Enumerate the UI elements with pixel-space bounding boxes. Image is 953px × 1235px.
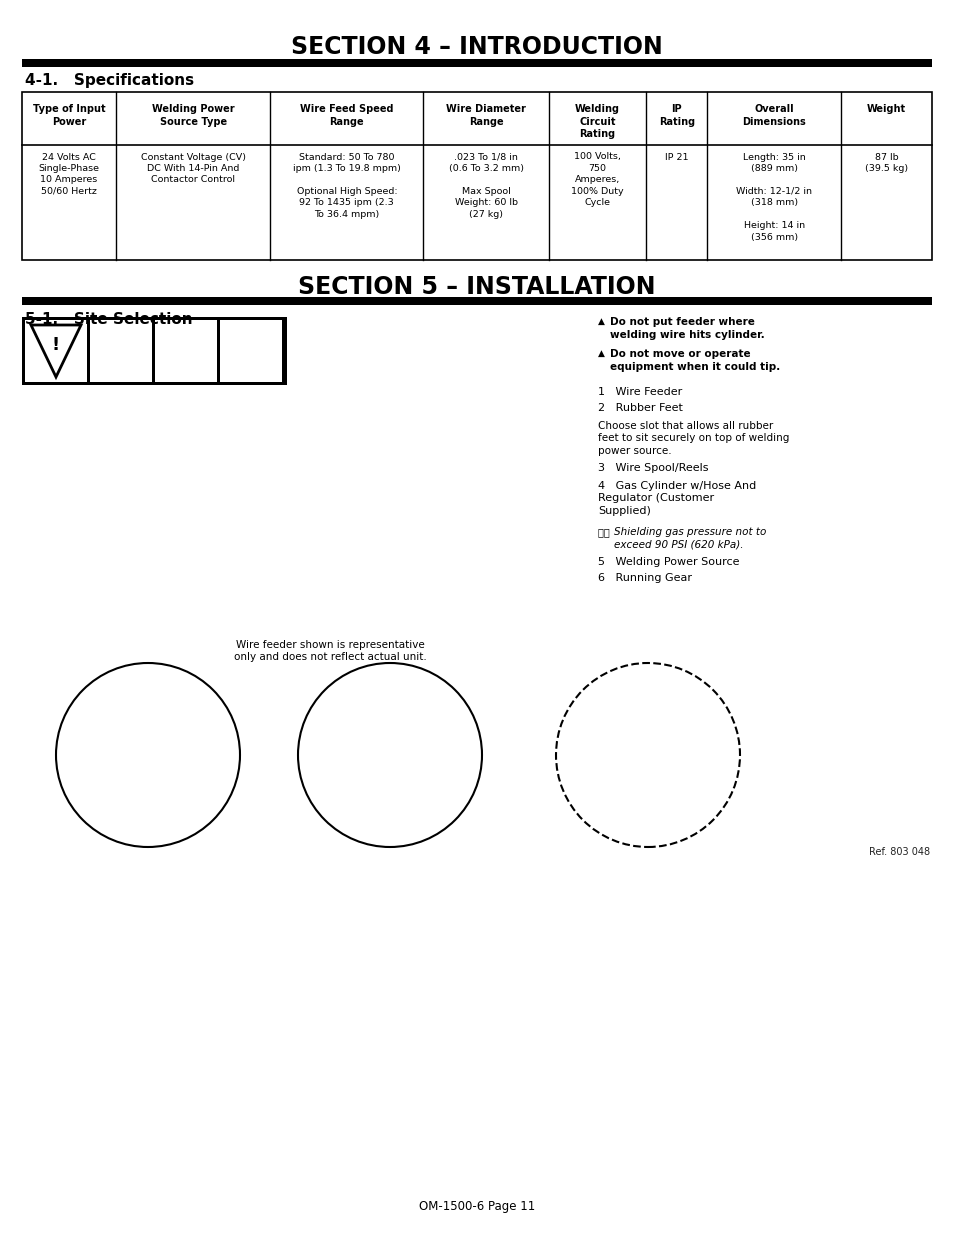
- Text: Ⓒ⓵: Ⓒ⓵: [598, 527, 616, 537]
- Text: Do not put feeder where
welding wire hits cylinder.: Do not put feeder where welding wire hit…: [609, 317, 764, 340]
- Text: Choose slot that allows all rubber
feet to sit securely on top of welding
power : Choose slot that allows all rubber feet …: [598, 421, 788, 456]
- Text: 24 Volts AC
Single-Phase
10 Amperes
50/60 Hertz: 24 Volts AC Single-Phase 10 Amperes 50/6…: [38, 152, 99, 196]
- Text: Wire Feed Speed
Range: Wire Feed Speed Range: [300, 105, 394, 127]
- Text: Length: 35 in
(889 mm)

Width: 12-1/2 in
(318 mm)

Height: 14 in
(356 mm): Length: 35 in (889 mm) Width: 12-1/2 in …: [736, 152, 811, 242]
- Text: Constant Voltage (CV)
DC With 14-Pin And
Contactor Control: Constant Voltage (CV) DC With 14-Pin And…: [140, 152, 245, 184]
- Text: IP 21: IP 21: [664, 152, 688, 162]
- Text: SECTION 4 – INTRODUCTION: SECTION 4 – INTRODUCTION: [291, 35, 662, 59]
- Text: 5   Welding Power Source: 5 Welding Power Source: [598, 557, 739, 567]
- Text: ▲: ▲: [598, 350, 604, 358]
- Text: Overall
Dimensions: Overall Dimensions: [741, 105, 805, 127]
- Text: 5-1.   Site Selection: 5-1. Site Selection: [25, 312, 193, 327]
- Text: OM-1500-6 Page 11: OM-1500-6 Page 11: [418, 1200, 535, 1213]
- Text: Type of Input
Power: Type of Input Power: [32, 105, 105, 127]
- Text: Shielding gas pressure not to
exceed 90 PSI (620 kPa).: Shielding gas pressure not to exceed 90 …: [614, 527, 765, 550]
- Text: SECTION 5 – INSTALLATION: SECTION 5 – INSTALLATION: [298, 275, 655, 299]
- Text: Wire Diameter
Range: Wire Diameter Range: [446, 105, 525, 127]
- Text: .023 To 1/8 in
(0.6 To 3.2 mm)

Max Spool
Weight: 60 lb
(27 kg): .023 To 1/8 in (0.6 To 3.2 mm) Max Spool…: [448, 152, 523, 219]
- Text: Do not move or operate
equipment when it could tip.: Do not move or operate equipment when it…: [609, 350, 780, 372]
- Text: IP
Rating: IP Rating: [658, 105, 694, 127]
- Text: Standard: 50 To 780
ipm (1.3 To 19.8 mpm)

Optional High Speed:
92 To 1435 ipm (: Standard: 50 To 780 ipm (1.3 To 19.8 mpm…: [293, 152, 400, 219]
- Text: 4   Gas Cylinder w/Hose And
Regulator (Customer
Supplied): 4 Gas Cylinder w/Hose And Regulator (Cus…: [598, 480, 756, 516]
- Text: 2   Rubber Feet: 2 Rubber Feet: [598, 403, 682, 412]
- Text: Welding Power
Source Type: Welding Power Source Type: [152, 105, 234, 127]
- Text: 100 Volts,
750
Amperes,
100% Duty
Cycle: 100 Volts, 750 Amperes, 100% Duty Cycle: [571, 152, 623, 207]
- Text: Welding
Circuit
Rating: Welding Circuit Rating: [575, 105, 619, 140]
- Text: 3   Wire Spool/Reels: 3 Wire Spool/Reels: [598, 463, 708, 473]
- Text: 1   Wire Feeder: 1 Wire Feeder: [598, 387, 681, 396]
- Text: Wire feeder shown is representative
only and does not reflect actual unit.: Wire feeder shown is representative only…: [233, 640, 426, 662]
- Text: ▲: ▲: [598, 317, 604, 326]
- Text: Ref. 803 048: Ref. 803 048: [868, 847, 929, 857]
- Text: !: !: [51, 336, 60, 354]
- Text: 87 lb
(39.5 kg): 87 lb (39.5 kg): [864, 152, 907, 173]
- Text: 4-1.   Specifications: 4-1. Specifications: [25, 73, 193, 88]
- Text: Weight: Weight: [866, 105, 905, 115]
- Text: 6   Running Gear: 6 Running Gear: [598, 573, 691, 583]
